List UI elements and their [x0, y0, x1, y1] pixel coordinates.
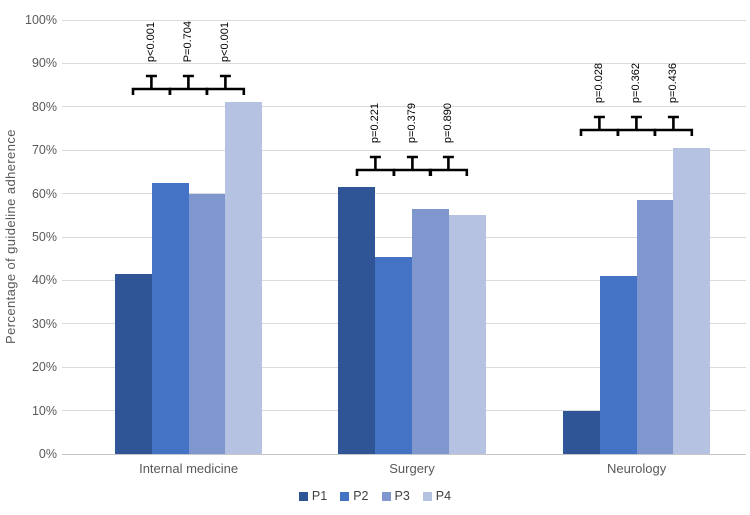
p-value-label: p=0.362 [630, 62, 643, 103]
y-tick-label: 50% [31, 230, 57, 244]
gridline [62, 453, 746, 455]
bar [375, 256, 412, 454]
y-tick-label: 10% [31, 403, 57, 418]
gridline [62, 106, 746, 108]
y-tick-label: 80% [31, 99, 57, 114]
p-value-label: p<0.001 [145, 22, 158, 63]
legend-item: P1 [298, 489, 328, 503]
significance-bracket [205, 75, 246, 96]
gridline [62, 193, 746, 195]
significance-bracket [653, 115, 694, 136]
p-value-label: p=0.436 [666, 62, 679, 103]
bar [151, 182, 189, 454]
y-tick-label: 60% [31, 186, 57, 201]
legend-label: P1 [311, 489, 328, 503]
legend-label: P3 [394, 489, 410, 503]
gridline [62, 149, 746, 151]
y-tick-label: 100% [25, 13, 57, 27]
p-value-label: p=0.221 [368, 102, 381, 143]
legend-item: P2 [340, 489, 369, 503]
bar [673, 148, 711, 454]
bar [636, 200, 674, 454]
p-value-label: p<0.001 [218, 22, 231, 63]
p-value-label: p=0.890 [442, 102, 455, 143]
legend-item: P3 [381, 489, 410, 503]
y-tick-label: 90% [31, 56, 57, 71]
category-label: Internal medicine [139, 461, 239, 476]
bar [448, 215, 486, 454]
bar [225, 102, 263, 454]
bar [599, 276, 637, 454]
legend-label: P2 [353, 489, 369, 503]
y-tick-label: 20% [31, 360, 57, 375]
legend: P1 P2 P3 P4 [0, 487, 750, 505]
legend-swatch [340, 491, 350, 501]
legend-label: P4 [435, 489, 452, 503]
significance-bracket [429, 155, 469, 176]
legend-item: P4 [422, 489, 452, 503]
y-tick-label: 30% [31, 316, 57, 331]
p-value-label: P=0.704 [182, 21, 195, 63]
legend-swatch [298, 491, 308, 501]
bar [412, 208, 449, 454]
gridline [62, 19, 746, 21]
legend-swatch [381, 491, 391, 501]
y-tick-label: 70% [31, 143, 57, 158]
gridline [62, 236, 746, 238]
category-label: Neurology [606, 461, 667, 476]
legend-swatch [422, 491, 432, 501]
y-tick-label: 40% [31, 273, 57, 288]
bar [563, 410, 600, 454]
p-value-label: p=0.379 [405, 102, 418, 143]
p-value-label: p=0.028 [593, 62, 606, 103]
bar [115, 273, 152, 454]
bar [338, 187, 376, 454]
gridline [62, 62, 746, 64]
y-tick-label: 0% [38, 447, 57, 461]
category-label: Surgery [389, 461, 435, 476]
bar [188, 193, 226, 454]
